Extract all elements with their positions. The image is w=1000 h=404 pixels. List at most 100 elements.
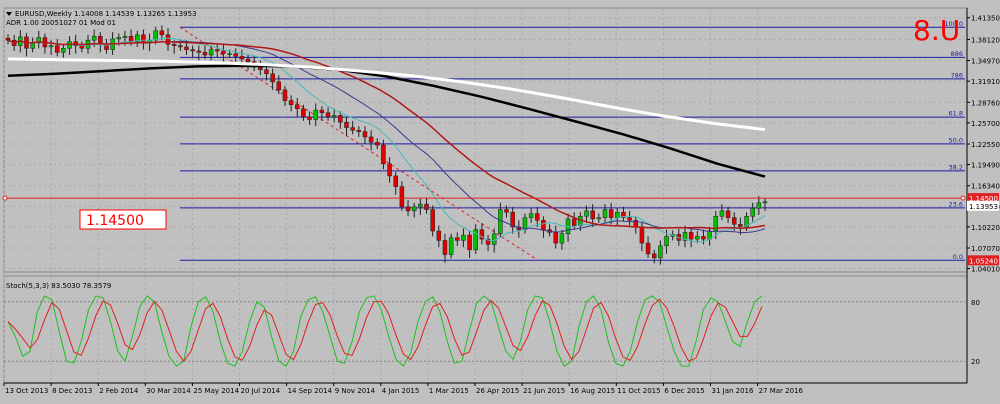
candle-body — [559, 233, 565, 244]
candle-body — [473, 229, 478, 251]
candle-body — [418, 203, 423, 208]
candle-body — [387, 163, 392, 177]
fib-level-label: 100.0 — [944, 20, 963, 28]
candle-body — [405, 206, 411, 212]
candle-body — [615, 211, 620, 218]
ma-slow-line — [7, 39, 766, 230]
fib-level-label: 23.6 — [949, 200, 963, 208]
time-label: 14 Sep 2014 — [288, 387, 333, 395]
time-label: 1 Mar 2015 — [429, 387, 469, 395]
current-price-tag — [967, 193, 999, 204]
candle-body — [682, 232, 688, 241]
price-tick-label: 1.31910 — [971, 78, 1000, 86]
candle-body — [695, 236, 700, 240]
indicator-line: ADR 1.00 20051027 01 Mod 01 — [6, 19, 116, 27]
candle-body — [313, 109, 318, 120]
candle-body — [338, 115, 343, 123]
candle-body — [128, 35, 134, 42]
stoch-header: Stoch(5,3,3) 83.5030 78.3579 — [6, 282, 111, 290]
candle-body — [664, 236, 669, 247]
candle-body — [744, 215, 749, 228]
time-label: 16 Aug 2015 — [570, 387, 615, 395]
candle-body — [307, 116, 312, 120]
candle-body — [178, 45, 183, 48]
candle-body — [375, 142, 380, 146]
candle-body — [350, 127, 355, 131]
candle-body — [762, 201, 768, 204]
fib-trend-line — [179, 26, 539, 261]
candle-body — [516, 226, 522, 230]
candle-body — [190, 49, 195, 52]
candle-body — [411, 206, 417, 212]
stoch-signal-line — [7, 298, 763, 363]
candle-body — [5, 37, 11, 41]
candle-body — [424, 203, 429, 210]
candle-body — [528, 213, 534, 218]
candle-body — [264, 69, 269, 75]
candle-body — [282, 89, 288, 101]
candle-body — [430, 209, 435, 232]
candle-body — [608, 209, 614, 218]
price-tick-label: 1.28760 — [971, 99, 1000, 107]
time-label: 27 Mar 2016 — [759, 387, 804, 395]
candle-body — [535, 213, 540, 221]
candle-body — [356, 130, 362, 132]
candle-body — [571, 218, 577, 226]
trend-line[interactable] — [179, 26, 539, 261]
price-tick-label: 1.07070 — [971, 245, 1000, 253]
resistance-line-group[interactable] — [2, 195, 966, 201]
candle-body — [221, 50, 226, 54]
time-axis: 13 Oct 2013 8 Dec 2013 2 Feb 2014 30 Mar 20… — [3, 382, 967, 395]
stochastic-oscillator — [4, 295, 965, 367]
candle-body — [756, 202, 762, 209]
time-label: 11 Oct 2015 — [617, 387, 660, 395]
candle-body — [141, 34, 146, 44]
ma-black-line — [7, 64, 766, 178]
candle-body — [331, 115, 337, 118]
price-tick-label: 1.22550 — [971, 141, 1000, 149]
time-label: 20 Jul 2014 — [241, 387, 281, 395]
candle-body — [590, 210, 595, 220]
candle-body — [651, 253, 657, 259]
candle-body — [553, 232, 558, 244]
candle-body — [750, 207, 755, 217]
candle-body — [584, 210, 589, 217]
candle-body — [442, 240, 448, 255]
ma-fast-line — [7, 37, 766, 243]
candle-body — [258, 66, 263, 71]
candle-body — [541, 220, 546, 230]
time-label: 26 Apr 2015 — [476, 387, 519, 395]
price-label-box[interactable] — [79, 209, 167, 230]
candle-body — [116, 37, 122, 40]
price-tick-label: 1.34970 — [971, 58, 1000, 66]
candle-body — [639, 226, 645, 244]
watermark-label: 8.U — [913, 14, 960, 47]
price-tick-label: 1.25700 — [971, 120, 1000, 128]
stoch-main-line — [7, 295, 763, 367]
dropdown-triangle-icon[interactable] — [6, 12, 12, 16]
candle-body — [725, 210, 731, 218]
candle-body — [658, 245, 663, 259]
moving-averages — [7, 37, 766, 243]
fib-level-label: 50.0 — [949, 136, 963, 144]
candle-body — [719, 210, 725, 217]
candle-body — [239, 56, 245, 60]
time-label: 4 Jan 2015 — [382, 387, 420, 395]
fib-level-label: 38.2 — [949, 163, 963, 171]
candle-body — [61, 48, 66, 53]
candle-body — [498, 209, 503, 234]
candle-body — [245, 58, 251, 62]
candle-body — [208, 49, 214, 56]
current-price-label: 1.14500 — [969, 195, 998, 203]
stoch-level-high-label: 80 — [971, 299, 980, 307]
stoch-level-low-label: 20 — [971, 358, 980, 366]
candle-body — [91, 35, 97, 41]
candle-body — [399, 186, 405, 208]
time-label: 8 Dec 2013 — [52, 387, 92, 395]
last-price-tag — [967, 200, 999, 211]
candle-body — [295, 104, 300, 110]
candle-body — [645, 242, 651, 255]
candle-body — [134, 34, 140, 42]
